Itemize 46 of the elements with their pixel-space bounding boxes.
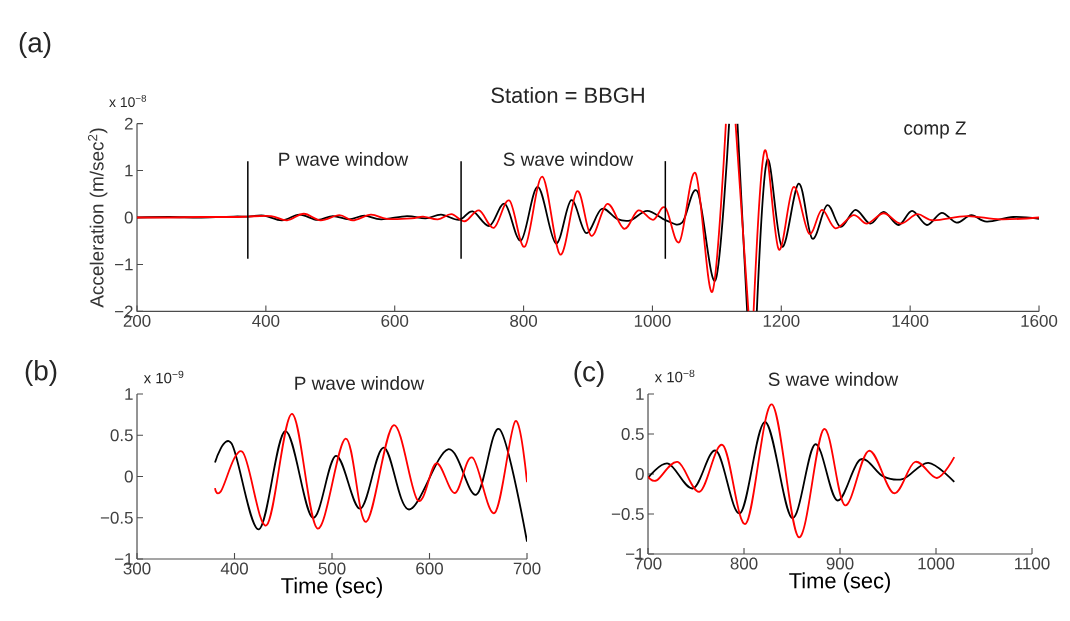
x-tick-label: 1400 [892,314,929,327]
y-tick-label: 1 [636,388,644,400]
text: x 10$^{−8}$ [654,369,695,383]
x-axis-title: Time (sec) [281,577,382,598]
x-tick-label: 800 [510,314,538,327]
y-tick-label: 0.5 [621,427,644,440]
y-tick-label: −0.5 [611,507,644,520]
x-tick-label: 600 [416,562,443,575]
y-tick-label: 0 [124,470,133,483]
x-tick-label: 1000 [634,314,671,327]
x-tick-label: 1200 [763,314,800,327]
line-series [214,412,528,530]
text: x 10$^{−9}$ [143,370,184,384]
text: x 10$^{−8}$ [109,94,147,108]
x-tick-label: 700 [513,562,541,575]
y-tick-label: 1 [125,388,133,400]
x-tick-label: 1000 [918,557,955,570]
x-tick-label: 800 [730,557,758,570]
annotation: P wave window [279,152,409,166]
x-tick-label: 900 [826,557,854,570]
chart-title: Station = BBGH [491,86,644,104]
text: (c) [574,361,604,387]
line-series [648,403,956,539]
x-tick-label: 400 [220,562,248,575]
chart-title: P wave window [295,376,425,390]
y-tick-label: 1 [125,164,133,177]
y-axis-title: Acceleration (m/sec$^{2}$) [87,128,108,308]
annotation: S wave window [503,152,634,166]
y-tick-label: 0 [124,211,133,224]
chart-title: S wave window [768,372,899,386]
x-tick-label: 500 [318,562,346,575]
y-tick-label: −1 [115,258,133,271]
y-tick-label: −0.5 [100,511,133,524]
text: (b) [25,360,57,386]
x-tick-label: 1600 [1021,314,1058,327]
annotation: comp Z [904,121,966,139]
x-tick-label: 1100 [1015,557,1050,570]
line-series [648,421,956,519]
y-tick-label: 2 [124,117,133,130]
x-tick-label: 600 [381,314,409,327]
text: (a) [19,32,51,58]
line-series [214,428,528,543]
y-tick-label: 0 [635,467,644,480]
x-axis-title: Time (sec) [789,572,890,593]
x-tick-label: 400 [252,314,280,327]
y-tick-label: 0.5 [110,429,133,442]
